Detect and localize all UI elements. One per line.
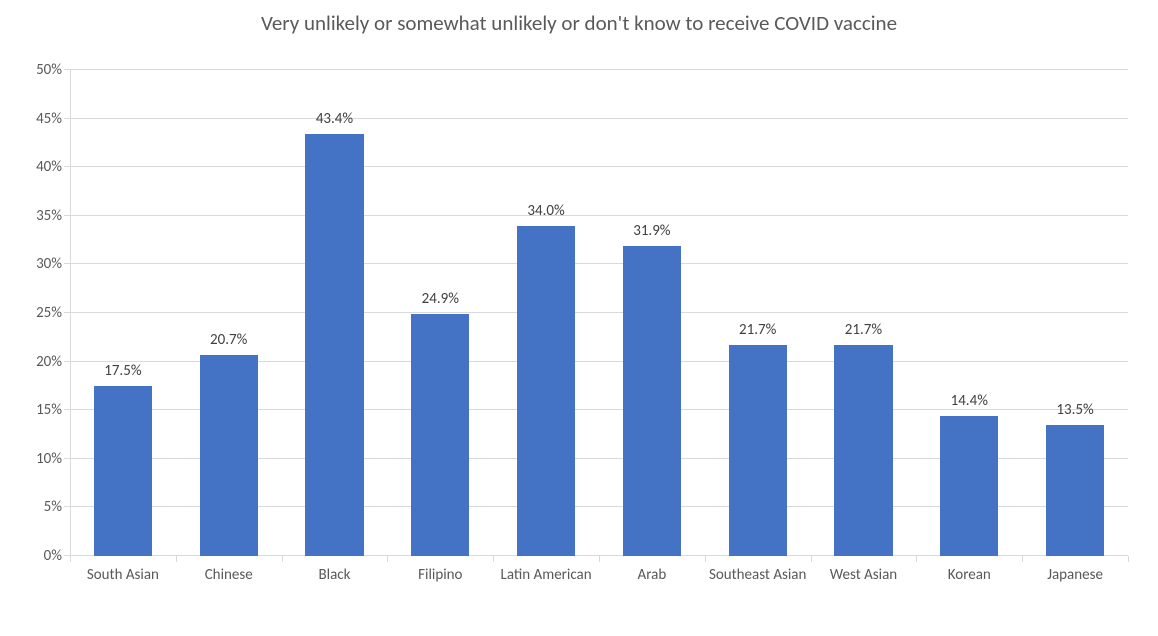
data-label: 31.9% [633,222,670,240]
data-label: 24.9% [422,290,459,308]
y-axis-tick-label: 50% [36,61,62,79]
y-axis-tick-label: 15% [36,401,62,419]
bar-slot: 20.7% [176,70,282,556]
data-label: 13.5% [1056,401,1093,419]
x-tick [176,556,177,562]
x-axis-category-label: South Asian [70,566,176,636]
x-axis-category-label: Chinese [176,566,282,636]
x-axis-category-label: Filipino [387,566,493,636]
x-tick [493,556,494,562]
y-axis-tick-label: 0% [44,547,62,565]
x-tick [1022,556,1023,562]
bar-slot: 21.7% [811,70,917,556]
bar: 43.4% [305,134,363,556]
x-tick [916,556,917,562]
data-label: 21.7% [845,321,882,339]
x-tick [282,556,283,562]
x-tick [70,556,71,562]
bar-slot: 21.7% [705,70,811,556]
bar: 34.0% [517,226,575,556]
x-tick [387,556,388,562]
bar: 17.5% [94,386,152,556]
y-axis-tick-label: 35% [36,207,62,225]
bar-slot: 14.4% [916,70,1022,556]
y-axis-tick-label: 20% [36,353,62,371]
x-tick [1128,556,1129,562]
data-label: 17.5% [104,362,141,380]
bar: 14.4% [940,416,998,556]
x-tick [599,556,600,562]
x-axis-category-label: Japanese [1022,566,1128,636]
x-axis-category-label: Korean [916,566,1022,636]
bar-slot: 43.4% [282,70,388,556]
bar: 21.7% [729,345,787,556]
chart-container: Very unlikely or somewhat unlikely or do… [0,0,1158,636]
x-axis-category-label: Southeast Asian [705,566,811,636]
bars-row: 17.5% 20.7% 43.4% 24.9% 34.0% 31.9% 21.7% 21.7%… [70,70,1128,556]
data-label: 14.4% [951,392,988,410]
y-axis-tick-label: 45% [36,110,62,128]
x-axis-category-label: West Asian [811,566,917,636]
y-axis-tick-label: 10% [36,450,62,468]
plot-area: 0%5%10%15%20%25%30%35%40%45%50% 17.5%20.… [70,70,1128,556]
bar-slot: 34.0% [493,70,599,556]
x-axis-category-label: Arab [599,566,705,636]
chart-title: Very unlikely or somewhat unlikely or do… [0,10,1158,36]
bar: 20.7% [200,355,258,556]
y-axis-tick-label: 40% [36,158,62,176]
bar: 24.9% [411,314,469,556]
bar: 13.5% [1046,425,1104,556]
bar: 31.9% [623,246,681,556]
x-axis-category-label: Black [282,566,388,636]
x-tick [705,556,706,562]
data-label: 34.0% [527,202,564,220]
y-axis-tick-label: 30% [36,255,62,273]
bar-slot: 24.9% [387,70,493,556]
x-tick [811,556,812,562]
bar-slot: 31.9% [599,70,705,556]
data-label: 20.7% [210,331,247,349]
bar-slot: 13.5% [1022,70,1128,556]
x-axis-category-label: Latin American [493,566,599,636]
x-labels-row: South AsianChineseBlackFilipinoLatin Ame… [70,566,1128,636]
y-axis-tick-label: 5% [44,498,62,516]
data-label: 21.7% [739,321,776,339]
bar-slot: 17.5% [70,70,176,556]
y-axis-tick-label: 25% [36,304,62,322]
bar: 21.7% [834,345,892,556]
data-label: 43.4% [316,110,353,128]
